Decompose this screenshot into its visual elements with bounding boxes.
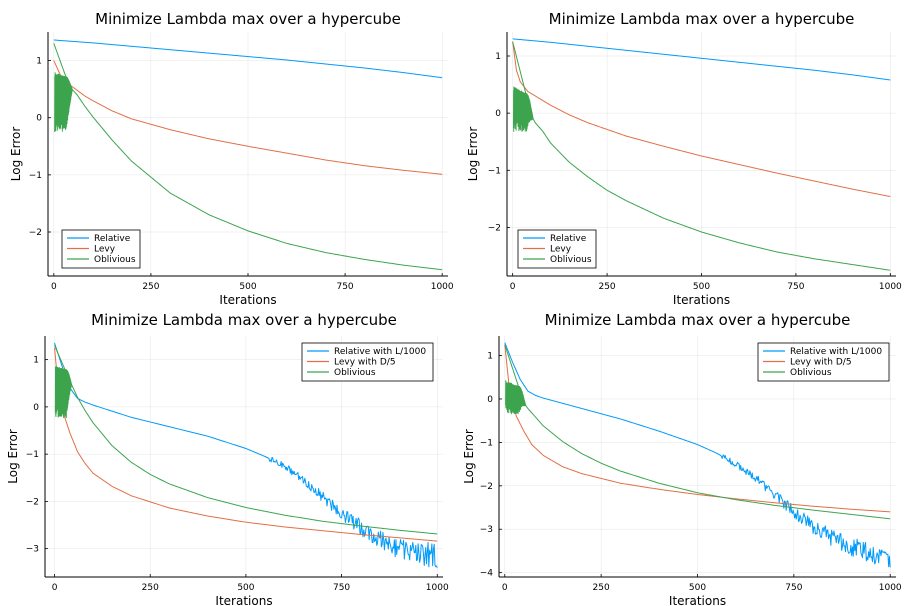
y-axis-label: Log Error xyxy=(462,429,476,484)
series-line-2 xyxy=(512,41,891,198)
y-tick-label: 1 xyxy=(33,356,39,366)
x-tick-label: 250 xyxy=(598,282,615,292)
y-tick-label: −2 xyxy=(29,228,42,238)
y-tick-label: −3 xyxy=(480,525,493,535)
x-tick-label: 1000 xyxy=(879,583,902,593)
legend-label: Oblivious xyxy=(550,255,592,265)
chart-title: Minimize Lambda max over a hypercube xyxy=(95,10,401,28)
y-tick-label: −1 xyxy=(488,166,501,176)
legend-label: Relative xyxy=(550,234,587,244)
y-tick-label: −2 xyxy=(26,497,39,507)
y-tick-label: 0 xyxy=(36,114,42,124)
x-tick-label: 750 xyxy=(336,282,353,292)
legend-label: Oblivious xyxy=(94,255,136,265)
series-line-1 xyxy=(512,38,891,81)
series-line-1 xyxy=(54,342,438,568)
x-tick-label: 750 xyxy=(785,583,802,593)
x-tick-label: 0 xyxy=(510,282,516,292)
series-line-3 xyxy=(53,43,443,271)
series-oscillation-3 xyxy=(505,380,527,415)
x-axis-label: Iterations xyxy=(673,293,730,307)
x-tick-label: 750 xyxy=(333,583,350,593)
series-oscillation-3 xyxy=(512,86,534,132)
legend-label: Oblivious xyxy=(334,368,376,378)
x-tick-label: 250 xyxy=(142,583,159,593)
x-tick-label: 1000 xyxy=(879,282,902,292)
series-line-3 xyxy=(512,41,891,271)
x-tick-label: 500 xyxy=(689,583,706,593)
y-tick-label: −1 xyxy=(26,450,39,460)
chart-title: Minimize Lambda max over a hypercube xyxy=(549,10,855,28)
x-axis-label: Iterations xyxy=(219,293,276,307)
y-tick-label: −2 xyxy=(488,223,501,233)
y-axis-label: Log Error xyxy=(9,127,23,182)
legend-label: Oblivious xyxy=(790,368,832,378)
y-tick-label: −4 xyxy=(480,569,494,579)
x-tick-label: 1000 xyxy=(431,282,454,292)
series-oscillation-3 xyxy=(54,366,73,419)
legend-label: Levy xyxy=(94,245,116,255)
x-axis-label: Iterations xyxy=(669,594,726,606)
series-line-1 xyxy=(504,342,891,568)
y-axis-label: Log Error xyxy=(466,127,480,182)
y-tick-label: 1 xyxy=(36,57,42,67)
x-tick-label: 500 xyxy=(239,282,256,292)
x-tick-label: 0 xyxy=(502,583,508,593)
y-tick-label: 0 xyxy=(487,395,493,405)
y-tick-label: 1 xyxy=(487,352,493,362)
legend-label: Levy with D/5 xyxy=(334,358,396,368)
series-line-1 xyxy=(53,39,443,79)
chart-title: Minimize Lambda max over a hypercube xyxy=(91,311,397,329)
x-tick-label: 750 xyxy=(787,282,804,292)
y-tick-label: 0 xyxy=(495,109,501,119)
legend-label: Levy xyxy=(550,245,572,255)
y-tick-label: −1 xyxy=(480,438,493,448)
y-tick-label: −1 xyxy=(29,171,42,181)
series-line-2 xyxy=(54,347,438,542)
series-line-3 xyxy=(504,344,891,520)
series-line-2 xyxy=(53,60,443,175)
x-tick-label: 500 xyxy=(237,583,254,593)
x-axis-label: Iterations xyxy=(215,594,272,606)
y-axis-label: Log Error xyxy=(6,429,20,484)
y-tick-label: −2 xyxy=(480,482,493,492)
x-tick-label: 250 xyxy=(593,583,610,593)
x-tick-label: 500 xyxy=(693,282,710,292)
series-line-3 xyxy=(54,345,438,535)
legend-label: Levy with D/5 xyxy=(790,358,852,368)
legend-label: Relative xyxy=(94,234,131,244)
x-tick-label: 0 xyxy=(52,583,58,593)
x-tick-label: 0 xyxy=(51,282,57,292)
x-tick-label: 250 xyxy=(142,282,159,292)
series-oscillation-3 xyxy=(54,72,73,132)
x-tick-label: 1000 xyxy=(426,583,449,593)
y-tick-label: 1 xyxy=(495,52,501,62)
chart-title: Minimize Lambda max over a hypercube xyxy=(545,311,851,329)
legend-label: Relative with L/1000 xyxy=(334,347,426,357)
legend-label: Relative with L/1000 xyxy=(790,347,882,357)
series-line-2 xyxy=(504,344,891,513)
y-tick-label: 0 xyxy=(33,403,39,413)
y-tick-label: −3 xyxy=(26,545,39,555)
